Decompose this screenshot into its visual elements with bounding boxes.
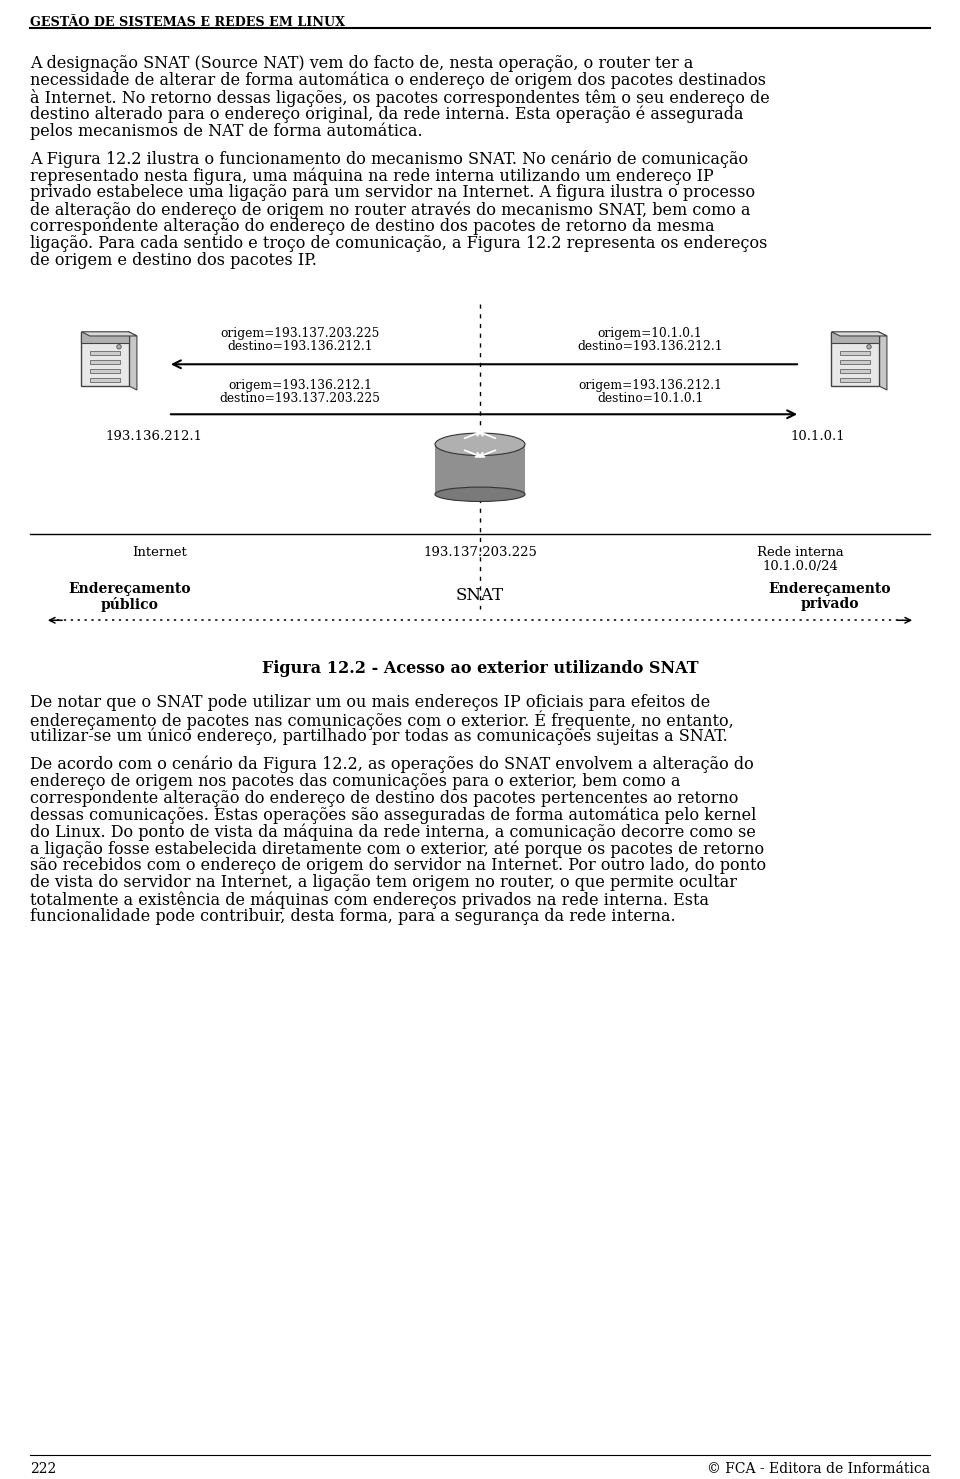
- Text: do Linux. Do ponto de vista da máquina da rede interna, a comunicação decorre co: do Linux. Do ponto de vista da máquina d…: [30, 824, 756, 842]
- Polygon shape: [831, 331, 878, 343]
- Text: GESTÃO DE SISTEMAS E REDES EM LINUX: GESTÃO DE SISTEMAS E REDES EM LINUX: [30, 16, 345, 30]
- Text: funcionalidade pode contribuir, desta forma, para a segurança da rede interna.: funcionalidade pode contribuir, desta fo…: [30, 908, 676, 924]
- Text: totalmente a existência de máquinas com endereços privados na rede interna. Esta: totalmente a existência de máquinas com …: [30, 890, 709, 908]
- Text: 10.1.0.1: 10.1.0.1: [790, 430, 845, 442]
- Polygon shape: [840, 351, 871, 355]
- Polygon shape: [82, 331, 129, 343]
- Text: Internet: Internet: [132, 546, 187, 559]
- Text: destino=193.136.212.1: destino=193.136.212.1: [228, 340, 372, 353]
- Ellipse shape: [435, 433, 525, 456]
- Text: utilizar-se um único endereço, partilhado por todas as comunicações sujeitas a S: utilizar-se um único endereço, partilhad…: [30, 728, 728, 745]
- Text: origem=193.136.212.1: origem=193.136.212.1: [228, 379, 372, 392]
- Polygon shape: [435, 444, 525, 494]
- Text: origem=193.136.212.1: origem=193.136.212.1: [578, 379, 722, 392]
- Text: A designação SNAT (Source NAT) vem do facto de, nesta operação, o router ter a: A designação SNAT (Source NAT) vem do fa…: [30, 55, 693, 72]
- Text: público: público: [101, 598, 159, 612]
- Text: privado: privado: [801, 598, 859, 611]
- Text: Endereçamento: Endereçamento: [69, 583, 191, 596]
- Text: de origem e destino dos pacotes IP.: de origem e destino dos pacotes IP.: [30, 251, 317, 269]
- Text: necessidade de alterar de forma automática o endereço de origem dos pacotes dest: necessidade de alterar de forma automáti…: [30, 72, 766, 89]
- Polygon shape: [878, 331, 887, 390]
- Polygon shape: [840, 359, 871, 364]
- Text: correspondente alteração do endereço de destino dos pacotes de retorno da mesma: correspondente alteração do endereço de …: [30, 217, 714, 235]
- Text: privado estabelece uma ligação para um servidor na Internet. A figura ilustra o : privado estabelece uma ligação para um s…: [30, 185, 756, 201]
- Text: à Internet. No retorno dessas ligações, os pacotes correspondentes têm o seu end: à Internet. No retorno dessas ligações, …: [30, 89, 770, 106]
- Text: © FCA - Editora de Informática: © FCA - Editora de Informática: [707, 1463, 930, 1476]
- Text: Endereçamento: Endereçamento: [769, 583, 891, 596]
- Text: destino=10.1.0.1: destino=10.1.0.1: [597, 392, 703, 405]
- Circle shape: [867, 345, 872, 349]
- Polygon shape: [82, 331, 129, 386]
- Polygon shape: [840, 377, 871, 382]
- Text: origem=10.1.0.1: origem=10.1.0.1: [598, 327, 703, 340]
- Text: De acordo com o cenário da Figura 12.2, as operações do SNAT envolvem a alteraçã: De acordo com o cenário da Figura 12.2, …: [30, 756, 754, 774]
- Circle shape: [117, 345, 121, 349]
- Text: 222: 222: [30, 1463, 57, 1476]
- Text: A Figura 12.2 ilustra o funcionamento do mecanismo SNAT. No cenário de comunicaç: A Figura 12.2 ilustra o funcionamento do…: [30, 151, 748, 169]
- Text: dessas comunicações. Estas operações são asseguradas de forma automática pelo ke: dessas comunicações. Estas operações são…: [30, 806, 756, 824]
- Text: Figura 12.2 - Acesso ao exterior utilizando SNAT: Figura 12.2 - Acesso ao exterior utiliza…: [262, 660, 698, 677]
- Polygon shape: [831, 331, 878, 386]
- Text: destino=193.136.212.1: destino=193.136.212.1: [577, 340, 723, 353]
- Text: pelos mecanismos de NAT de forma automática.: pelos mecanismos de NAT de forma automát…: [30, 123, 422, 141]
- Text: 193.136.212.1: 193.136.212.1: [105, 430, 202, 442]
- Text: destino=193.137.203.225: destino=193.137.203.225: [220, 392, 380, 405]
- Text: destino alterado para o endereço original, da rede interna. Esta operação é asse: destino alterado para o endereço origina…: [30, 105, 743, 123]
- Polygon shape: [89, 351, 120, 355]
- Polygon shape: [89, 368, 120, 373]
- Text: correspondente alteração do endereço de destino dos pacotes pertencentes ao reto: correspondente alteração do endereço de …: [30, 790, 738, 806]
- Polygon shape: [89, 359, 120, 364]
- Text: endereçamento de pacotes nas comunicações com o exterior. É frequente, no entant: endereçamento de pacotes nas comunicaçõe…: [30, 711, 733, 731]
- Text: SNAT: SNAT: [456, 587, 504, 605]
- Text: são recebidos com o endereço de origem do servidor na Internet. Por outro lado, : são recebidos com o endereço de origem d…: [30, 858, 766, 874]
- Text: a ligação fosse estabelecida diretamente com o exterior, até porque os pacotes d: a ligação fosse estabelecida diretamente…: [30, 840, 764, 858]
- Ellipse shape: [435, 487, 525, 501]
- Text: de vista do servidor na Internet, a ligação tem origem no router, o que permite : de vista do servidor na Internet, a liga…: [30, 874, 737, 892]
- Text: 10.1.0.0/24: 10.1.0.0/24: [762, 561, 838, 574]
- Text: representado nesta figura, uma máquina na rede interna utilizando um endereço IP: representado nesta figura, uma máquina n…: [30, 167, 713, 185]
- Text: Rede interna: Rede interna: [756, 546, 844, 559]
- Text: origem=193.137.203.225: origem=193.137.203.225: [220, 327, 380, 340]
- Polygon shape: [831, 331, 887, 336]
- Text: ligação. Para cada sentido e troço de comunicação, a Figura 12.2 representa os e: ligação. Para cada sentido e troço de co…: [30, 235, 767, 251]
- Polygon shape: [840, 368, 871, 373]
- Text: endereço de origem nos pacotes das comunicações para o exterior, bem como a: endereço de origem nos pacotes das comun…: [30, 772, 681, 790]
- Polygon shape: [129, 331, 137, 390]
- Polygon shape: [89, 377, 120, 382]
- Text: 193.137.203.225: 193.137.203.225: [423, 546, 537, 559]
- Text: De notar que o SNAT pode utilizar um ou mais endereços IP oficiais para efeitos : De notar que o SNAT pode utilizar um ou …: [30, 694, 710, 711]
- Text: de alteração do endereço de origem no router através do mecanismo SNAT, bem como: de alteração do endereço de origem no ro…: [30, 201, 751, 219]
- Polygon shape: [82, 331, 137, 336]
